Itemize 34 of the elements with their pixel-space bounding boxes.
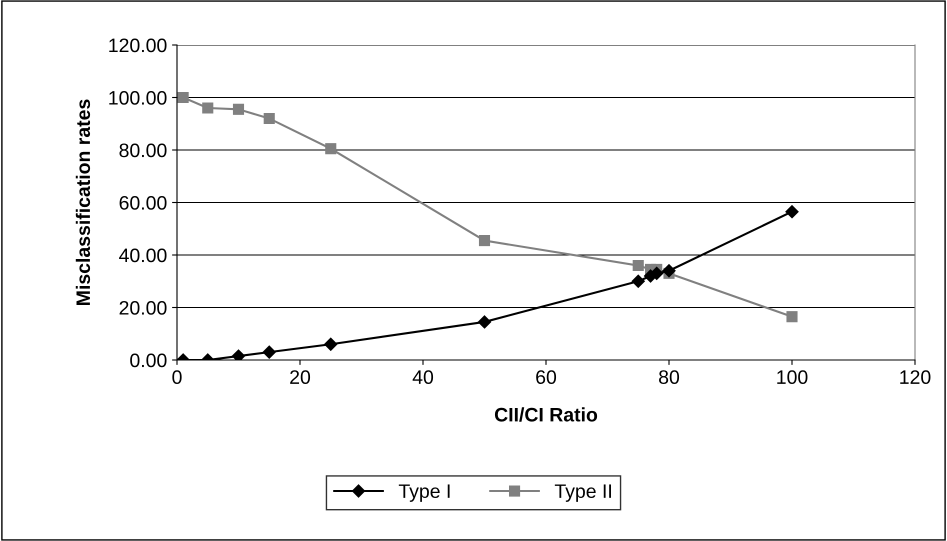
x-tick-label: 80: [659, 370, 680, 384]
point: [232, 104, 244, 115]
y-tick-label: 100.00: [109, 90, 167, 105]
point: [478, 235, 490, 246]
x-axis-title: CII/CI Ratio: [494, 407, 598, 422]
point: [325, 143, 336, 154]
x-tick-label: 100: [777, 370, 808, 384]
point: [632, 260, 644, 272]
x-tick-label: 40: [412, 370, 434, 384]
legend-label: Type II: [554, 484, 611, 502]
y-tick-label: 0.00: [130, 353, 167, 368]
x-tick-label: 20: [290, 370, 310, 384]
x-tick-label: 120: [900, 370, 930, 384]
y-tick-label: 20.00: [120, 300, 167, 315]
point: [786, 311, 798, 322]
y-tick-label: 40.00: [119, 248, 167, 262]
legend-label: Type I: [398, 484, 450, 502]
point: [650, 266, 664, 280]
y-tick-label: 120.00: [109, 38, 167, 52]
x-tick-label: 60: [536, 370, 556, 384]
point: [232, 349, 246, 360]
point: [632, 274, 645, 288]
point: [262, 346, 276, 359]
y-axis-title: Misclassification rates: [76, 100, 90, 305]
point: [324, 338, 338, 351]
point: [785, 205, 799, 218]
y-tick-label: 60.00: [120, 196, 167, 210]
point: [202, 102, 214, 114]
point: [264, 112, 275, 124]
point: [662, 264, 676, 278]
x-tick-label: 0: [172, 370, 182, 384]
point: [178, 92, 189, 104]
y-tick-label: 80.00: [119, 143, 167, 158]
point: [478, 315, 492, 329]
